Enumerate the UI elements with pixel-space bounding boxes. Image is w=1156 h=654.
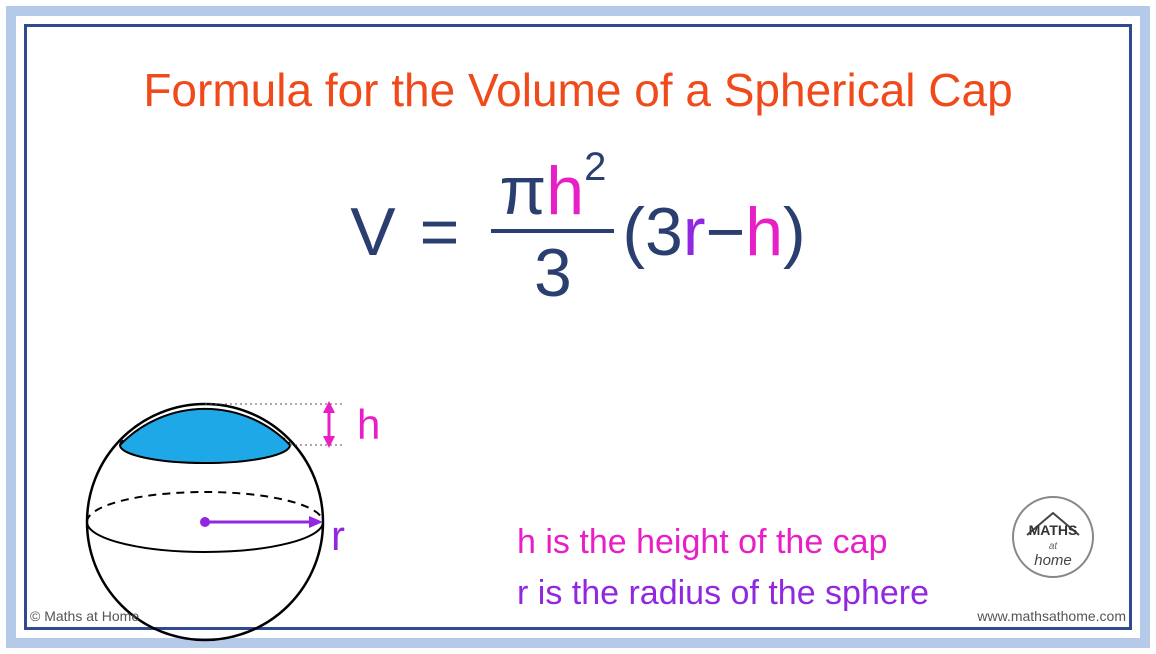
formula-eq: =	[420, 198, 460, 266]
legend-r-var: r	[517, 574, 528, 612]
fraction-denominator: 3	[534, 233, 572, 307]
fraction-numerator: πh2	[491, 157, 614, 233]
formula-r: r	[683, 198, 706, 266]
h-arrow-up	[323, 401, 335, 413]
logo-bottom: home	[1034, 552, 1072, 569]
legend-line-r: r is the radius of the sphere	[517, 568, 929, 619]
formula-exp: 2	[584, 145, 606, 189]
formula: V = πh2 3 (3r − h)	[27, 157, 1129, 307]
url-text: www.mathsathome.com	[977, 608, 1126, 624]
formula-h: h	[546, 153, 584, 229]
formula-fraction: πh2 3	[491, 157, 614, 307]
legend: h is the height of the cap r is the radi…	[517, 517, 929, 619]
h-label: h	[357, 401, 380, 449]
page-title: Formula for the Volume of a Spherical Ca…	[27, 63, 1129, 117]
legend-line-h: h is the height of the cap	[517, 517, 929, 568]
brand-logo: MATHS at home	[1011, 495, 1095, 579]
legend-h-var: h	[517, 523, 536, 561]
formula-h2: h	[745, 198, 783, 266]
inner-border: Formula for the Volume of a Spherical Ca…	[24, 24, 1132, 630]
formula-minus: −	[706, 198, 746, 266]
formula-V: V	[350, 198, 395, 266]
copyright-text: © Maths at Home	[30, 608, 139, 624]
r-label: r	[331, 512, 345, 560]
logo-top: MATHS	[1029, 522, 1078, 538]
legend-r-text: is the radius of the sphere	[528, 574, 929, 612]
h-arrow-down	[323, 436, 335, 448]
formula-open: (3	[622, 198, 682, 266]
formula-close: )	[783, 198, 806, 266]
formula-pi: π	[499, 153, 546, 229]
logo-mid: at	[1049, 541, 1059, 552]
cap-fill	[120, 409, 290, 463]
legend-h-text: is the height of the cap	[536, 523, 888, 561]
